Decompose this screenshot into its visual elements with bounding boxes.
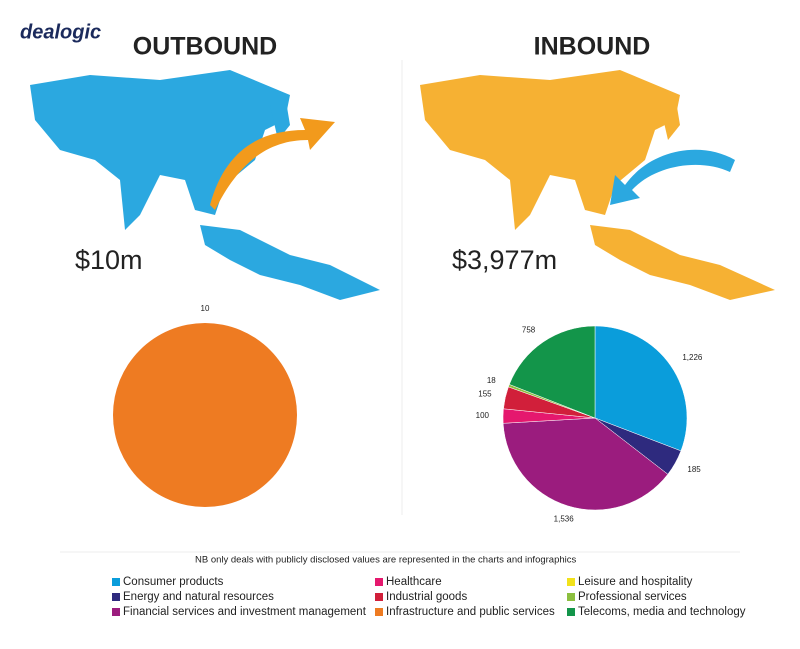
legend-swatch: [375, 578, 383, 586]
legend-label: Industrial goods: [386, 591, 467, 603]
data-label: 758: [522, 326, 536, 335]
data-label: 18: [487, 376, 496, 385]
data-label: 185: [687, 465, 701, 474]
legend-swatch: [112, 578, 120, 586]
legend-label: Healthcare: [386, 576, 442, 588]
inbound-map: [420, 70, 775, 300]
total-value: $3,977m: [452, 245, 557, 275]
data-label: 155: [478, 390, 492, 399]
legend-swatch: [112, 608, 120, 616]
pie-slice: [594, 325, 688, 452]
pie-slice: [113, 323, 297, 507]
legend-swatch: [375, 608, 383, 616]
legend-label: Energy and natural resources: [123, 591, 274, 603]
inbound-arrow: [610, 149, 735, 205]
pie-slice: [502, 417, 669, 511]
chart-title: INBOUND: [534, 33, 651, 61]
legend-label: Telecoms, media and technology: [578, 606, 746, 618]
legend-swatch: [567, 608, 575, 616]
brand-logo: dealogic: [20, 21, 101, 43]
legend-label: Financial services and investment manage…: [123, 606, 367, 618]
legend-label: Infrastructure and public services: [386, 606, 555, 618]
data-label: 1,536: [554, 514, 575, 523]
outbound-map: [30, 70, 380, 300]
outbound-arrow: [210, 118, 335, 210]
data-label: 10: [201, 304, 210, 313]
legend-label: Consumer products: [123, 576, 224, 588]
data-label: 1,226: [682, 353, 703, 362]
legend-swatch: [567, 578, 575, 586]
total-value: $10m: [75, 245, 143, 275]
legend-swatch: [112, 593, 120, 601]
pie-slice: [509, 325, 596, 419]
note: NB only deals with publicly disclosed va…: [195, 555, 577, 566]
legend-swatch: [375, 593, 383, 601]
data-label: 100: [476, 411, 490, 420]
legend-label: Professional services: [578, 591, 687, 603]
legend-swatch: [567, 593, 575, 601]
legend-label: Leisure and hospitality: [578, 576, 693, 588]
chart-title: OUTBOUND: [133, 33, 277, 61]
